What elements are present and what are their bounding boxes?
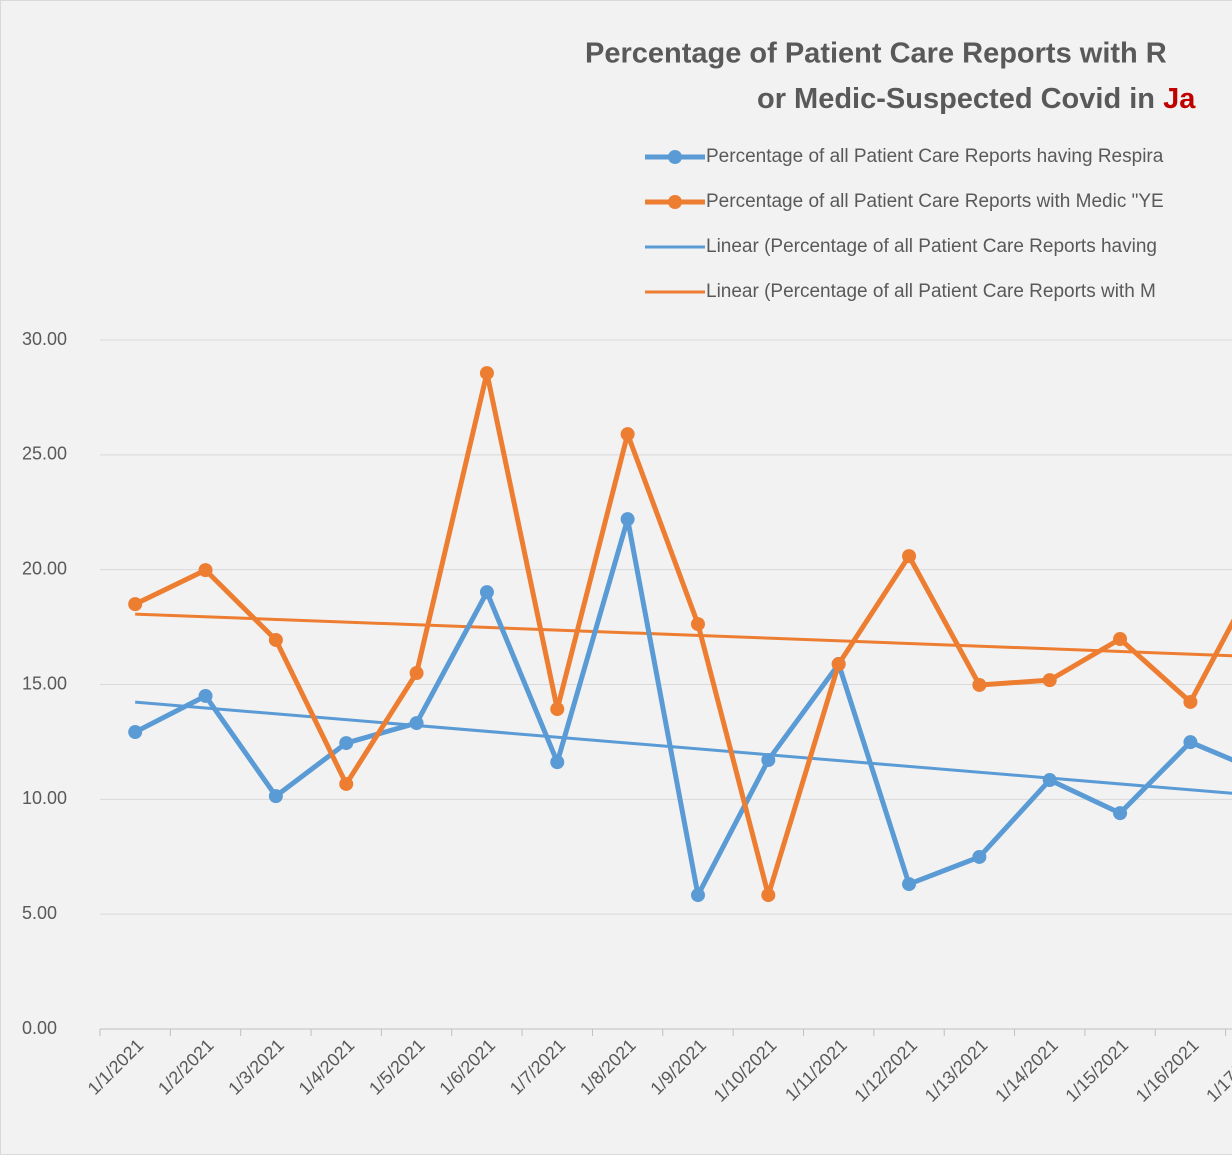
legend-label: Percentage of all Patient Care Reports h… [706, 146, 1164, 167]
point [1113, 806, 1128, 821]
y-tick-label: 25.00 [22, 444, 67, 464]
legend-label: Linear (Percentage of all Patient Care R… [706, 281, 1156, 302]
point [761, 753, 776, 768]
legend-marker [668, 195, 682, 209]
point [1113, 632, 1128, 647]
point [198, 688, 213, 703]
y-tick-label: 30.00 [22, 329, 67, 349]
point [620, 427, 635, 442]
y-tick-label: 5.00 [22, 903, 57, 923]
point [479, 585, 494, 600]
point [1042, 773, 1057, 788]
point [339, 776, 354, 791]
chart-title: or Medic-Suspected Covid in Ja [757, 83, 1196, 115]
point [268, 632, 283, 647]
legend-marker [668, 150, 682, 164]
point [198, 563, 213, 578]
trendline [135, 700, 1232, 795]
point [831, 657, 846, 672]
point [268, 789, 283, 804]
y-tick-label: 0.00 [22, 1018, 57, 1038]
point [550, 755, 565, 770]
y-tick-label: 15.00 [22, 673, 67, 693]
point [339, 736, 354, 751]
point [1183, 694, 1198, 709]
y-tick-label: 10.00 [22, 788, 67, 808]
legend-label: Linear (Percentage of all Patient Care R… [706, 236, 1157, 257]
point [761, 888, 776, 903]
point [550, 702, 565, 717]
point [902, 877, 917, 892]
legend-label: Percentage of all Patient Care Reports w… [706, 191, 1164, 212]
chart-title-part: or Medic-Suspected Covid in [757, 83, 1163, 115]
trendline [135, 612, 1232, 658]
point [972, 849, 987, 864]
chart-title: Percentage of Patient Care Reports with … [585, 38, 1167, 70]
chart-title-highlight: Ja [1163, 83, 1196, 115]
point [409, 666, 424, 681]
point [1183, 735, 1198, 750]
point [409, 716, 424, 731]
point [972, 677, 987, 692]
point [902, 549, 917, 564]
point [479, 366, 494, 381]
point [128, 597, 143, 612]
point [690, 617, 705, 632]
point [620, 512, 635, 527]
point [128, 725, 143, 740]
point [1042, 673, 1057, 688]
y-tick-label: 20.00 [22, 558, 67, 578]
point [690, 888, 705, 903]
